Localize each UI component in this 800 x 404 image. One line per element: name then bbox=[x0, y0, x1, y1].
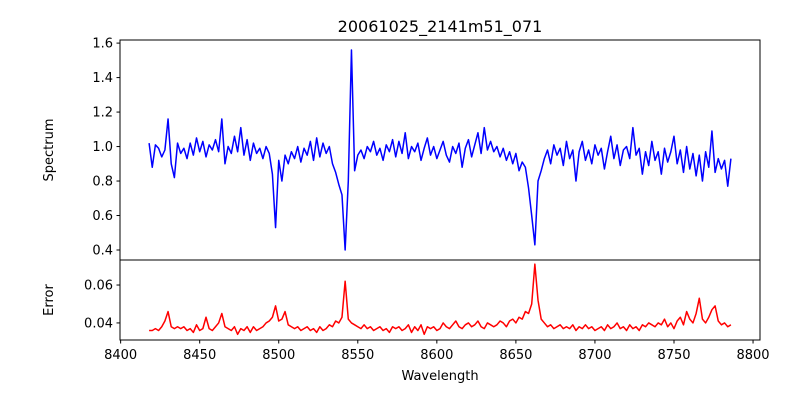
x-tick-label: 8400 bbox=[104, 348, 137, 363]
error-y-tick-label: 0.06 bbox=[84, 279, 113, 294]
spectrum-y-tick-label: 1.4 bbox=[92, 71, 113, 86]
error-y-axis-label: Error bbox=[42, 284, 57, 316]
spectrum-y-tick-label: 0.6 bbox=[92, 209, 113, 224]
spectrum-y-tick-label: 0.8 bbox=[92, 175, 113, 190]
spectrum-y-tick-label: 1.2 bbox=[92, 106, 113, 121]
spectrum-y-tick-label: 0.4 bbox=[92, 244, 113, 259]
spectrum-y-axis-label: Spectrum bbox=[42, 119, 57, 182]
spectrum-series-line bbox=[148, 49, 732, 251]
error-axes: 0.04 0.06 8400 8450 8500 8550 8600 8650 8700 8750… bbox=[84, 259, 770, 363]
error-axes-frame bbox=[119, 259, 761, 341]
x-tick-label: 8650 bbox=[499, 348, 532, 363]
x-tick-label: 8600 bbox=[420, 348, 453, 363]
x-tick-label: 8450 bbox=[183, 348, 216, 363]
error-y-tick-label: 0.04 bbox=[84, 316, 113, 331]
spectrum-y-tick-label: 1.6 bbox=[92, 37, 113, 52]
x-tick-label: 8500 bbox=[262, 348, 295, 363]
x-axis-label: Wavelength bbox=[401, 369, 478, 384]
x-tick-label: 8800 bbox=[736, 348, 769, 363]
x-tick-label: 8700 bbox=[578, 348, 611, 363]
x-tick-label: 8750 bbox=[657, 348, 690, 363]
chart-title: 20061025_2141m51_071 bbox=[338, 17, 543, 37]
error-series-line bbox=[149, 263, 732, 336]
spectrum-y-tick-label: 1.0 bbox=[92, 140, 113, 155]
x-tick-label: 8550 bbox=[341, 348, 374, 363]
